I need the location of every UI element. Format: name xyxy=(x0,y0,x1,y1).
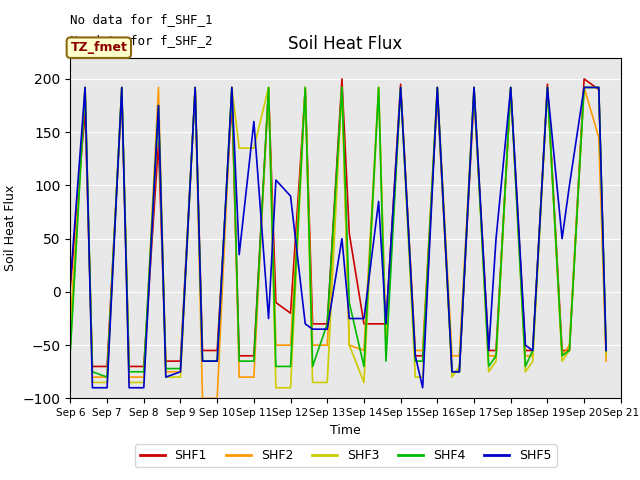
Legend: SHF1, SHF2, SHF3, SHF4, SHF5: SHF1, SHF2, SHF3, SHF4, SHF5 xyxy=(134,444,557,467)
Y-axis label: Soil Heat Flux: Soil Heat Flux xyxy=(4,185,17,271)
Title: Soil Heat Flux: Soil Heat Flux xyxy=(289,35,403,53)
Text: TZ_fmet: TZ_fmet xyxy=(70,41,127,54)
X-axis label: Time: Time xyxy=(330,424,361,437)
Text: No data for f_SHF_1: No data for f_SHF_1 xyxy=(70,13,213,26)
Text: No data for f_SHF_2: No data for f_SHF_2 xyxy=(70,34,213,47)
